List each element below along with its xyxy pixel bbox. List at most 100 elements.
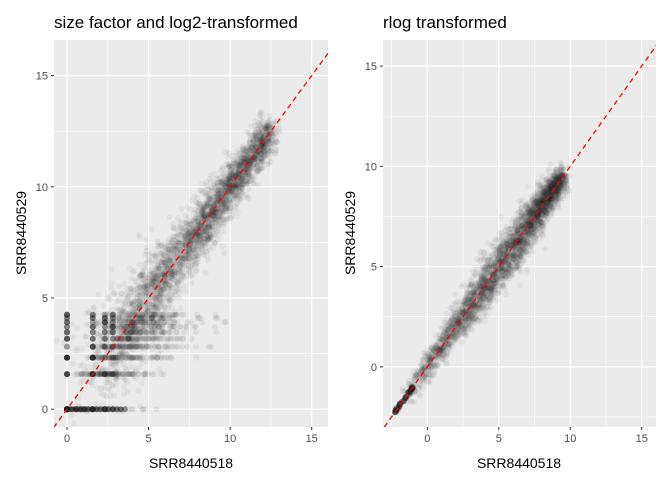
data-point [226,169,233,176]
data-point [127,303,134,310]
data-point [226,189,233,196]
data-point [186,229,193,236]
data-point [169,271,176,278]
data-point [257,137,264,144]
data-point [115,327,122,334]
data-point [147,280,153,286]
data-point [254,148,261,154]
data-point [199,244,206,251]
data-point [145,320,152,327]
data-point [130,269,137,276]
data-point [200,242,207,248]
data-point [199,203,206,210]
data-point [150,301,157,308]
data-point [129,330,135,337]
data-point [265,119,272,126]
data-point [186,224,193,231]
data-point [137,324,144,331]
data-point [211,218,218,225]
data-point [182,232,189,239]
data-point [156,289,163,296]
data-point [151,278,158,285]
data-point [160,285,167,292]
data-point [141,284,148,291]
data-point [229,182,236,189]
data-point [241,168,248,175]
data-point [204,225,211,231]
data-point [251,147,258,154]
data-point [262,138,269,145]
data-point [196,204,203,211]
data-point [199,228,206,235]
data-point [236,197,243,204]
data-point [268,150,275,157]
data-point [143,244,150,251]
data-point [150,309,157,316]
data-point [226,215,233,221]
data-point [93,318,100,325]
data-point [160,286,167,293]
data-point [69,360,76,367]
data-point [230,182,237,189]
data-point [253,133,260,140]
data-point [209,219,216,226]
data-point [143,312,150,319]
data-point [243,162,250,169]
data-point [247,148,254,155]
data-point [131,321,138,328]
data-point [242,181,249,188]
data-point [201,211,208,218]
data-point [265,117,272,124]
data-point [145,305,152,312]
data-point [208,223,215,230]
data-point [192,237,199,244]
data-point [172,311,179,318]
data-point [224,201,231,208]
data-point [228,172,235,179]
data-point [196,238,203,245]
data-point [200,203,207,210]
data-point [230,186,237,192]
data-point [173,335,180,342]
data-point [143,293,150,300]
data-point [217,179,224,186]
data-point [226,175,233,182]
data-point [98,332,104,339]
data-point [224,198,231,205]
data-point [116,343,123,350]
data-point [144,304,151,311]
data-point [160,270,166,277]
data-point [177,262,184,269]
data-point [203,228,210,235]
data-point [164,288,171,295]
data-point [112,371,119,378]
data-point [248,144,255,150]
data-point [226,162,233,169]
data-point [194,209,201,216]
data-point [91,340,98,346]
data-point [220,170,227,177]
data-point [250,137,257,144]
data-point [195,246,201,253]
data-point [266,113,273,120]
data-point [243,152,250,159]
data-point [249,144,256,151]
data-point [189,256,196,263]
data-point [118,336,125,343]
data-point [120,408,126,415]
data-point [200,189,207,196]
data-point [251,156,258,163]
data-point [140,345,147,352]
data-point [165,239,172,246]
data-point [144,259,151,266]
data-point [89,311,96,318]
data-point [123,350,130,357]
data-point [165,236,172,243]
data-point [137,297,144,304]
data-point [184,258,191,265]
data-point [240,143,246,149]
data-point [155,267,162,274]
data-point [246,149,253,156]
data-point [214,188,221,195]
data-point [189,247,196,254]
